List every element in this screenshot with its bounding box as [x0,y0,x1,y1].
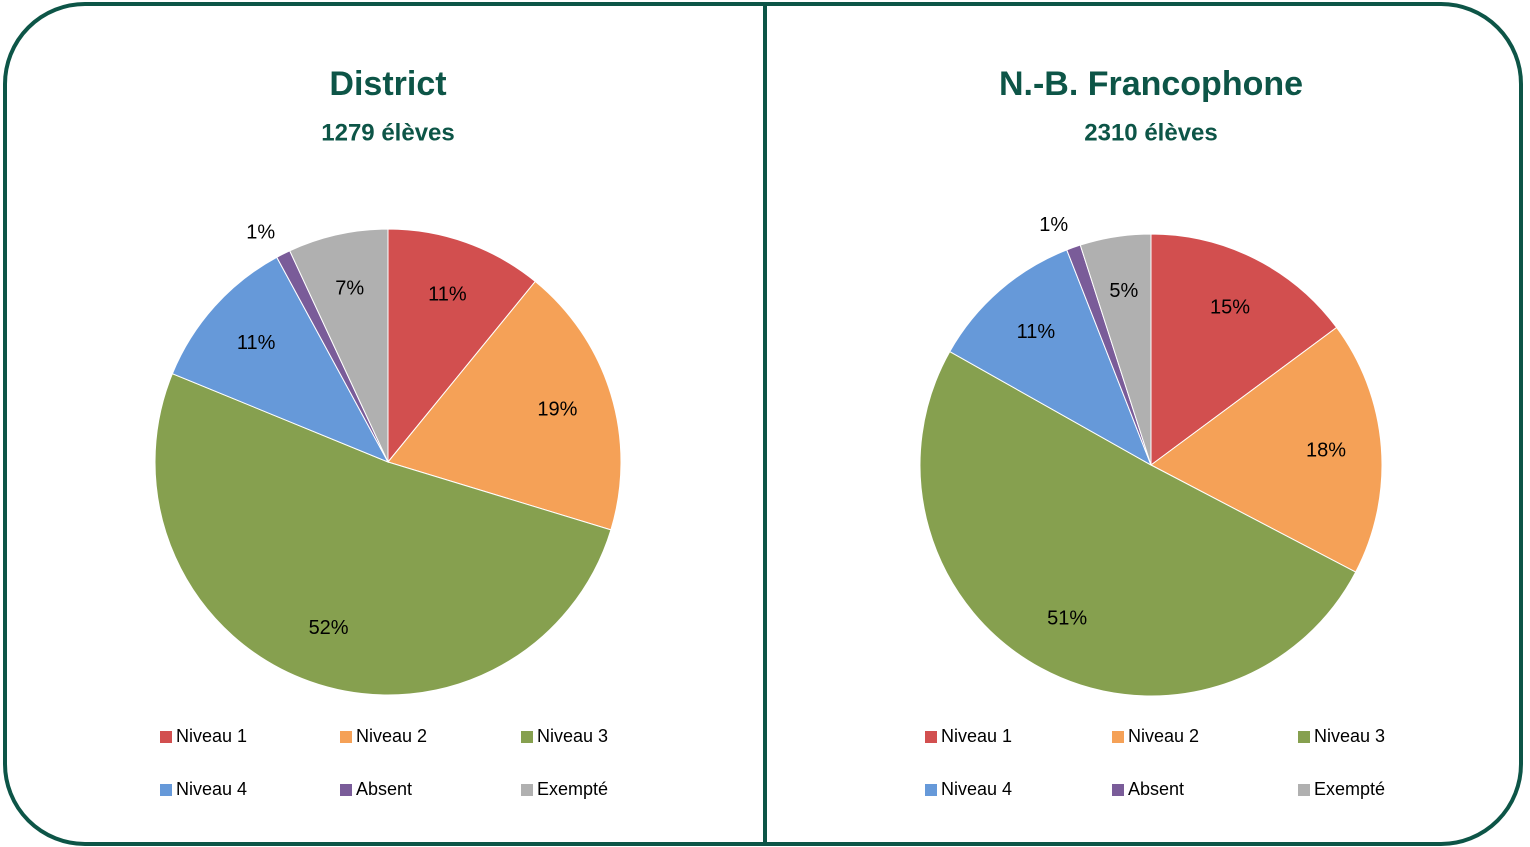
legend-swatch [160,731,172,743]
pie-slice [387,280,622,531]
legend-swatch [1298,731,1310,743]
pie-slice [387,228,536,464]
legend-swatch [1112,784,1124,796]
data-label: 51% [1047,608,1087,630]
pie-slice [1150,326,1383,573]
legend-label: Niveau 3 [537,726,608,746]
data-label: 18% [1306,440,1346,462]
pie-slice [919,350,1357,697]
pie-slice [154,373,612,696]
data-label: 1% [1039,214,1068,236]
legend-label: Niveau 1 [941,726,1012,746]
data-label: 11% [428,283,467,305]
data-label: 1% [246,221,275,243]
legend-label: Niveau 4 [176,779,247,799]
chart-title: District [329,65,446,103]
legend-swatch [925,784,937,796]
legend-swatch [160,784,172,796]
legend-label: Niveau 2 [1128,726,1199,746]
data-label: 5% [1109,280,1138,302]
legend-label: Absent [356,779,412,799]
legend-swatch [925,731,937,743]
chart-title: N.-B. Francophone [999,65,1303,103]
chart-subtitle: 1279 élèves [321,119,454,146]
chart-subtitle: 2310 élèves [1084,119,1217,146]
pie-slice [1079,233,1152,466]
legend-label: Absent [1128,779,1184,799]
data-label: 11% [237,332,276,354]
data-label: 52% [309,617,349,639]
legend-swatch [1112,731,1124,743]
legend-label: Niveau 2 [356,726,427,746]
data-label: 11% [1017,321,1056,343]
legend-swatch [340,731,352,743]
legend-swatch [340,784,352,796]
pie-slice [1150,233,1338,466]
legend-label: Niveau 1 [176,726,247,746]
pie-slice [949,249,1152,467]
legend-swatch [521,784,533,796]
legend-swatch [521,731,533,743]
data-label: 7% [335,277,364,299]
pie-slice [171,256,390,463]
legend-label: Exempté [537,779,608,799]
legend-label: Niveau 4 [941,779,1012,799]
legend-label: Exempté [1314,779,1385,799]
data-label: 15% [1210,296,1250,318]
pie-slice [289,228,389,463]
legend-swatch [1298,784,1310,796]
legend-label: Niveau 3 [1314,726,1385,746]
data-label: 19% [537,399,577,421]
